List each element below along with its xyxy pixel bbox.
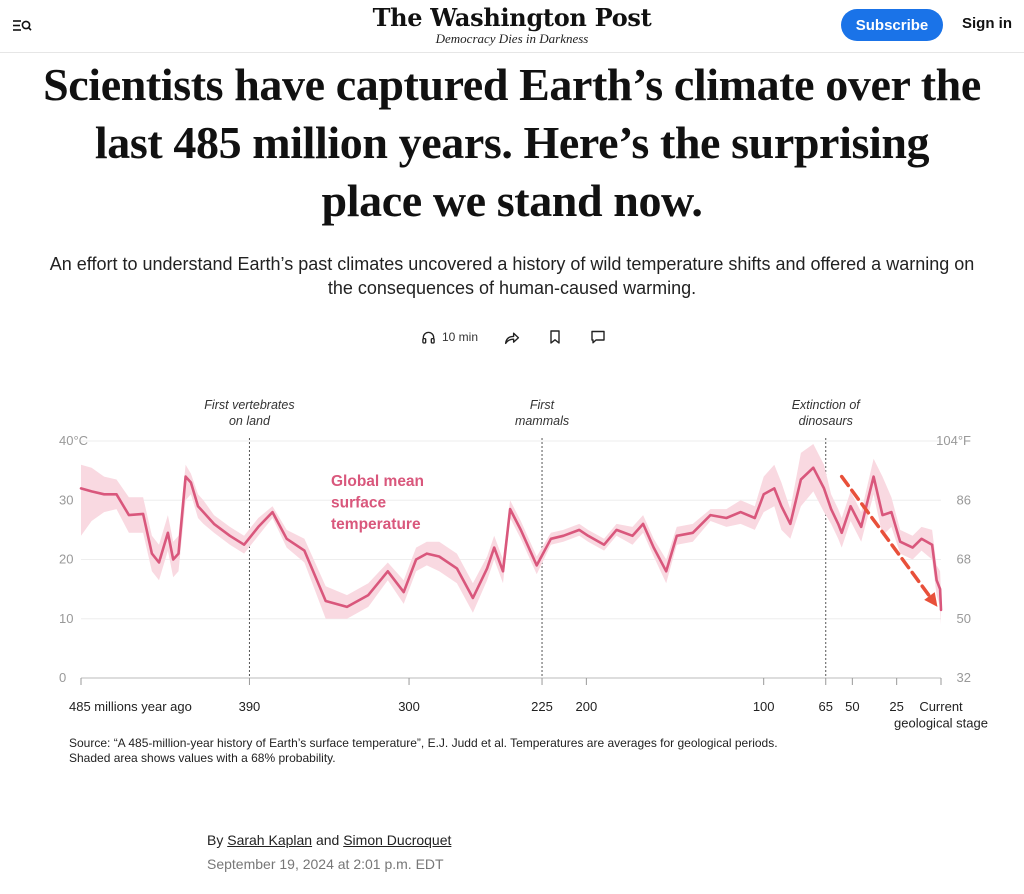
top-bar: The Washington Post Democracy Dies in Da… — [0, 0, 1024, 53]
annotation-label: Extinction of — [792, 398, 862, 412]
author-link-sarah-kaplan[interactable]: Sarah Kaplan — [227, 832, 313, 848]
article-dek: An effort to understand Earth’s past cli… — [49, 254, 975, 298]
byline-and: and — [315, 832, 340, 848]
author-link-simon-ducroquet[interactable]: Simon Ducroquet — [343, 832, 452, 848]
x-tick-label: 65 — [819, 699, 833, 714]
sign-in-link[interactable]: Sign in — [962, 15, 1012, 32]
trend-arrow-shaft — [839, 474, 931, 597]
annotation-label: First — [530, 398, 555, 412]
series-label: Global mean surface temperature — [331, 473, 424, 533]
annotation-label: mammals — [515, 414, 569, 428]
annotation-label: First vertebrates — [204, 398, 294, 412]
article-headline: Scientists have captured Earth’s climate… — [43, 59, 981, 226]
x-tick-label: 25 — [889, 699, 903, 714]
x-tick-label: 225 — [531, 699, 553, 714]
chart-source: Source: “A 485-million-year history of E… — [69, 736, 778, 765]
article-actions: 10 min — [0, 326, 1024, 348]
series-label-line: surface — [331, 495, 387, 512]
x-tick-label: Current — [919, 699, 963, 714]
comment-icon — [591, 330, 605, 344]
menu-search-icon[interactable] — [10, 14, 34, 38]
listen-button[interactable]: 10 min — [421, 326, 478, 348]
share-arrow-icon — [504, 332, 520, 344]
x-tick-label: 485 millions year ago — [69, 699, 192, 714]
uncertainty-band — [81, 444, 941, 625]
subscribe-button[interactable]: Subscribe — [841, 9, 943, 41]
y2-tick-label: 32 — [957, 670, 971, 685]
x-tick-label: 300 — [398, 699, 420, 714]
trend-arrow-head — [924, 592, 938, 607]
y-tick-label: 0 — [59, 670, 66, 685]
site-logo[interactable]: The Washington Post — [372, 3, 652, 32]
x-tick-label: 390 — [239, 699, 261, 714]
x-tick-label: 100 — [753, 699, 775, 714]
y2-tick-label: 50 — [957, 611, 971, 626]
byline-prefix: By — [207, 832, 224, 848]
headphones-icon — [422, 331, 435, 344]
listen-duration: 10 min — [442, 330, 479, 344]
bookmark-button[interactable] — [548, 326, 562, 348]
masthead: The Washington Post Democracy Dies in Da… — [0, 4, 1024, 46]
annotation-label: dinosaurs — [799, 414, 853, 428]
comments-button[interactable] — [590, 326, 606, 348]
x-tick-label: 200 — [576, 699, 598, 714]
series-line-temperature — [79, 466, 943, 612]
bookmark-icon — [550, 330, 560, 344]
y2-tick-label: 68 — [957, 552, 971, 567]
site-tagline: Democracy Dies in Darkness — [435, 31, 589, 46]
temperature-chart: First vertebrates on land First mammals Exti… — [59, 398, 988, 731]
y-tick-label: 20 — [59, 552, 73, 567]
publish-date: September 19, 2024 at 2:01 p.m. EDT — [207, 856, 444, 872]
annotation-label: on land — [229, 414, 271, 428]
x-tick-label: geological stage — [894, 716, 988, 731]
x-tick-label: 50 — [845, 699, 859, 714]
y-tick-label: 40°C — [59, 433, 88, 448]
series-label-line: Global mean — [331, 473, 424, 490]
share-button[interactable] — [503, 326, 520, 348]
series-label-line: temperature — [331, 516, 421, 533]
y-tick-label: 10 — [59, 611, 73, 626]
y2-tick-label: 86 — [957, 492, 971, 507]
y-tick-label: 30 — [59, 492, 73, 507]
y2-tick-label: 104°F — [936, 433, 971, 448]
byline: By Sarah Kaplan and Simon Ducroquet — [207, 832, 451, 848]
